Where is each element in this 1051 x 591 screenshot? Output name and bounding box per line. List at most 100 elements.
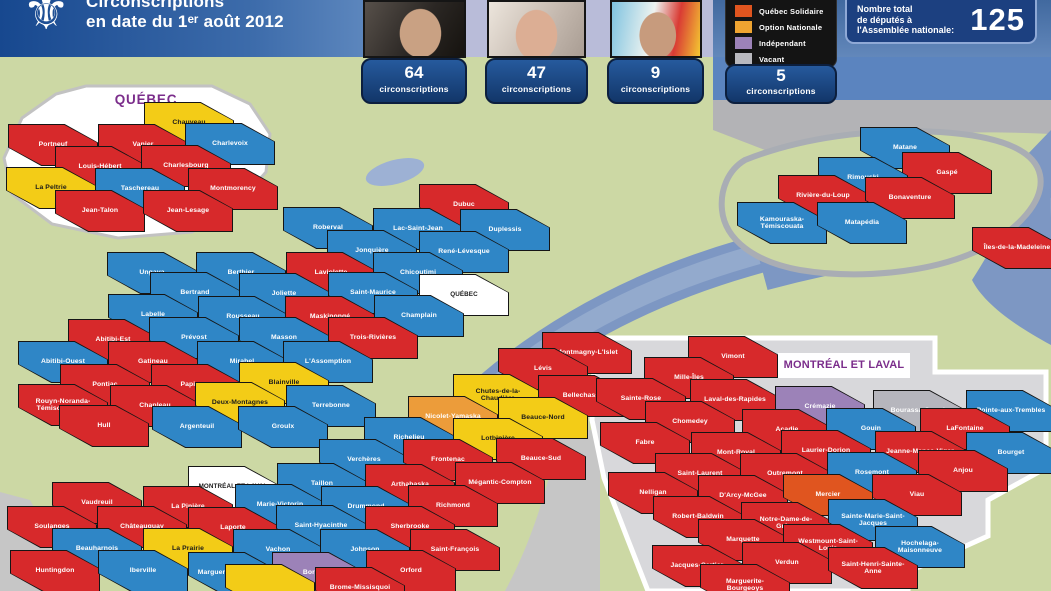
district-tile-label: Rosemont bbox=[854, 469, 890, 477]
district-tile-label: Chicoutimi bbox=[399, 269, 437, 277]
district-tile-label: Bourassa-Sauvé bbox=[890, 407, 946, 415]
legend-label: Indépendant bbox=[759, 38, 806, 48]
district-tile-label: Hull bbox=[97, 422, 111, 430]
district-tile-label: Chomedey bbox=[672, 418, 708, 426]
district-tile-label: La Peltrie bbox=[35, 184, 67, 192]
seat-count-value: 64 bbox=[404, 63, 424, 82]
legend-item: Option Nationale bbox=[726, 19, 836, 35]
district-tile-label: Nicolet-Yamaska bbox=[425, 413, 481, 421]
district-tile-label: Richelieu bbox=[393, 434, 425, 442]
district-tile-label: D'Arcy-McGee bbox=[719, 492, 767, 500]
district-tile-label: Chutes-de-la-Chaudière bbox=[475, 387, 521, 402]
district-tile-label: LaFontaine bbox=[946, 425, 984, 433]
district-tile-label: Sherbrooke bbox=[390, 523, 430, 531]
title-line1: Circonscriptions bbox=[86, 0, 225, 11]
seat-count-value: 5 bbox=[776, 66, 786, 85]
district-tile-label: Robert-Baldwin bbox=[672, 513, 724, 521]
district-tile-label: Jonquière bbox=[355, 247, 389, 255]
district-tile-label: Laval-des-Rapides bbox=[704, 396, 766, 404]
district-tile-label: Soulanges bbox=[34, 523, 70, 531]
seat-count-badge-3: 9 circonscriptions bbox=[607, 58, 704, 104]
district-tile-label: Beauce-Nord bbox=[521, 414, 565, 422]
district-tile-label: Châteauguay bbox=[120, 523, 164, 531]
district-tile-label: Joliette bbox=[271, 290, 297, 298]
district-tile-label: Jean-Talon bbox=[81, 207, 119, 215]
seat-count-badge-2: 47 circonscriptions bbox=[485, 58, 588, 104]
district-tile-label: Jacques-Cartier bbox=[670, 562, 724, 570]
district-tile-label: Mirabel bbox=[229, 358, 255, 366]
fleur-de-lis-icon: ⚜ bbox=[22, 0, 71, 41]
seat-count-label: circonscriptions bbox=[379, 84, 449, 94]
district-tile-label: Westmount-Saint-Louis bbox=[798, 537, 858, 552]
district-tile-label: Richmond bbox=[435, 502, 471, 510]
district-tile-label: Gaspé bbox=[936, 169, 958, 177]
district-tile-label: Mont-Royal bbox=[716, 449, 755, 457]
district-tile-label: Berthier bbox=[227, 269, 255, 277]
seat-count-badge-4: 5 circonscriptions bbox=[725, 64, 837, 104]
district-tile-label: Fabre bbox=[635, 439, 655, 447]
seat-count-value: 47 bbox=[527, 63, 546, 82]
leader-photo-3 bbox=[610, 0, 702, 58]
district-tile-label: Nelligan bbox=[639, 489, 667, 497]
district-tile-label: Charlevoix bbox=[212, 140, 248, 148]
district-tile-label: Rivière-du-Loup bbox=[796, 192, 850, 200]
district-tile-label: Lac-Saint-Jean bbox=[393, 225, 443, 233]
district-tile-label: Marguerite-Bourgeoys bbox=[725, 577, 765, 591]
legend-swatch bbox=[735, 5, 752, 17]
district-tile-label: Chauveau bbox=[172, 119, 206, 127]
district-tile-label: Vanier bbox=[132, 141, 154, 149]
district-tile-label: Vimont bbox=[721, 353, 745, 361]
district-tile-label: Orford bbox=[400, 567, 422, 575]
district-tile-label: Laporte bbox=[220, 524, 246, 532]
district-tile-label: Montmagny-L'Islet bbox=[556, 349, 618, 357]
legend-swatch bbox=[735, 53, 752, 65]
district-tile-label: Louis-Hébert bbox=[78, 163, 122, 171]
district-tile-label: Matane bbox=[892, 144, 918, 152]
total-label-line1: Nombre total bbox=[857, 4, 913, 15]
district-tile-label: Roberval bbox=[313, 224, 343, 232]
district-tile-label: Gatineau bbox=[138, 358, 168, 366]
district-tile-label: Terrebonne bbox=[312, 402, 350, 410]
district-tile-fill bbox=[316, 568, 404, 591]
district-tile-label: Charlesbourg bbox=[163, 162, 209, 170]
district-tile-label: Masson bbox=[271, 334, 297, 342]
inset-title-montreal: MONTRÉAL ET LAVAL bbox=[778, 353, 910, 378]
district-tile-label: Marie-Victorin bbox=[256, 501, 304, 509]
district-tile-label: Viau bbox=[909, 491, 925, 499]
district-tile: Jean-Talon bbox=[55, 190, 145, 232]
district-tile-label: Jean-Lesage bbox=[166, 207, 210, 215]
legend-swatch bbox=[735, 21, 752, 33]
district-tile-label: Mercier bbox=[815, 491, 841, 499]
district-tile-label: Verchères bbox=[347, 456, 381, 464]
district-tile-label: Lévis bbox=[534, 365, 552, 373]
district-tile-label: Verdun bbox=[775, 559, 799, 567]
district-tile-label: Vaudreuil bbox=[81, 499, 113, 507]
district-tile-label: Kamouraska-Témiscouata bbox=[759, 215, 805, 230]
district-tile-label: Dubuc bbox=[453, 201, 475, 209]
district-tile-label: Matapédia bbox=[844, 219, 880, 227]
district-tile-label: Sainte-Marie-Saint-Jacques bbox=[841, 512, 905, 527]
district-tile-label: Argenteuil bbox=[179, 423, 215, 431]
district-tile-label: Johnson bbox=[350, 546, 380, 554]
seat-count-badge-1: 64 circonscriptions bbox=[361, 58, 467, 104]
district-tile-label: Crémazie bbox=[804, 403, 836, 411]
district-tile-label: Labelle bbox=[140, 311, 166, 319]
district-tile-label: Blainville bbox=[268, 379, 300, 387]
district-tile-label: Sainte-Rose bbox=[620, 395, 662, 403]
district-tile-label: Marquette bbox=[726, 536, 760, 544]
district-tile-label: Trois-Rivières bbox=[349, 334, 397, 342]
district-tile-label: Outremont bbox=[767, 470, 803, 478]
district-tile-label: Deux-Montagnes bbox=[211, 399, 269, 407]
total-deputies-box: Nombre total de députés à l'Assemblée na… bbox=[845, 0, 1037, 44]
district-tile: Îles-de-la-Madeleine bbox=[972, 227, 1051, 269]
legend-label: Vacant bbox=[759, 54, 785, 64]
seat-count-value: 9 bbox=[650, 63, 661, 82]
district-tile-label: Bertrand bbox=[180, 289, 210, 297]
district-tile bbox=[225, 564, 315, 591]
legend-item: Québec Solidaire bbox=[726, 3, 836, 19]
district-tile-label: Anjou bbox=[953, 467, 973, 475]
district-tile-label: Pontiac bbox=[92, 381, 118, 389]
lake bbox=[365, 158, 425, 186]
district-tile-label: Pointe-aux-Trembles bbox=[976, 407, 1046, 415]
